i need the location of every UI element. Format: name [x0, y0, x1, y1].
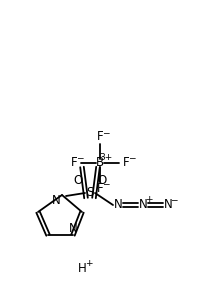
Text: S: S: [86, 186, 93, 200]
Text: O: O: [97, 174, 106, 186]
Text: N: N: [51, 194, 60, 207]
Text: N: N: [113, 198, 122, 211]
Text: B: B: [95, 156, 104, 170]
Text: O: O: [73, 174, 82, 186]
Text: 3+: 3+: [99, 154, 112, 162]
Text: N: N: [138, 198, 147, 211]
Text: −: −: [128, 154, 135, 162]
Text: F: F: [96, 131, 103, 144]
Text: +: +: [145, 196, 152, 205]
Text: −: −: [76, 154, 83, 162]
Text: +: +: [85, 260, 92, 268]
Text: −: −: [169, 196, 177, 205]
Text: N: N: [68, 221, 77, 235]
Text: −: −: [102, 129, 109, 137]
Text: F: F: [70, 156, 77, 170]
Text: F: F: [122, 156, 129, 170]
Text: −: −: [102, 180, 109, 188]
Text: F: F: [96, 182, 103, 196]
Text: N: N: [163, 198, 172, 211]
Text: H: H: [77, 262, 86, 274]
